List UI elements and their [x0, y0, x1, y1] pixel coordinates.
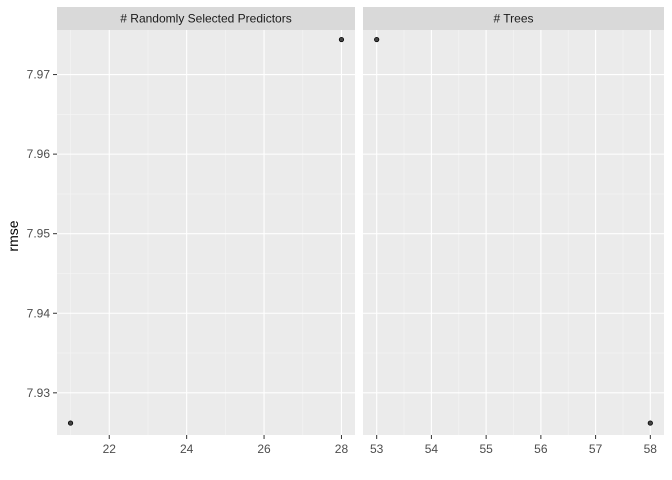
data-point	[374, 36, 380, 43]
y-axis-title: rmse	[5, 220, 21, 251]
y-tick-label: 7.93	[27, 386, 51, 400]
x-tick-label: 58	[644, 442, 658, 456]
data-point	[338, 36, 345, 43]
y-tick-label: 7.97	[27, 68, 51, 82]
x-tick-label: 26	[257, 442, 271, 456]
facet-strip	[57, 7, 355, 30]
facet-trees: # Trees 53 54 55 56 57 58	[363, 7, 664, 456]
panel-background	[57, 30, 355, 435]
panel: 53 54 55 56 57 58	[363, 30, 664, 456]
facet-randomly-selected-predictors: # Randomly Selected Predictors 22 24 26 28	[57, 7, 355, 456]
x-tick-label: 57	[589, 442, 603, 456]
data-point	[67, 420, 74, 426]
x-tick-label: 28	[335, 442, 349, 456]
x-tick-label: 24	[180, 442, 194, 456]
y-tick-label: 7.94	[27, 306, 51, 320]
facet-strip	[363, 7, 664, 30]
y-axis: rmse 7.93 7.94 7.95 7.96 7.97	[5, 68, 57, 400]
y-tick-label: 7.96	[27, 147, 51, 161]
x-tick-label: 53	[370, 442, 384, 456]
y-tick-label: 7.95	[27, 227, 51, 241]
y-ticks: 7.93 7.94 7.95 7.96 7.97	[27, 68, 57, 400]
data-point	[647, 420, 653, 426]
x-tick-label: 22	[103, 442, 117, 456]
facet-title: # Trees	[493, 12, 533, 26]
x-tick-label: 54	[425, 442, 439, 456]
panel: 22 24 26 28	[57, 30, 355, 456]
x-tick-label: 56	[534, 442, 548, 456]
facet-title: # Randomly Selected Predictors	[120, 12, 291, 26]
x-tick-label: 55	[479, 442, 493, 456]
